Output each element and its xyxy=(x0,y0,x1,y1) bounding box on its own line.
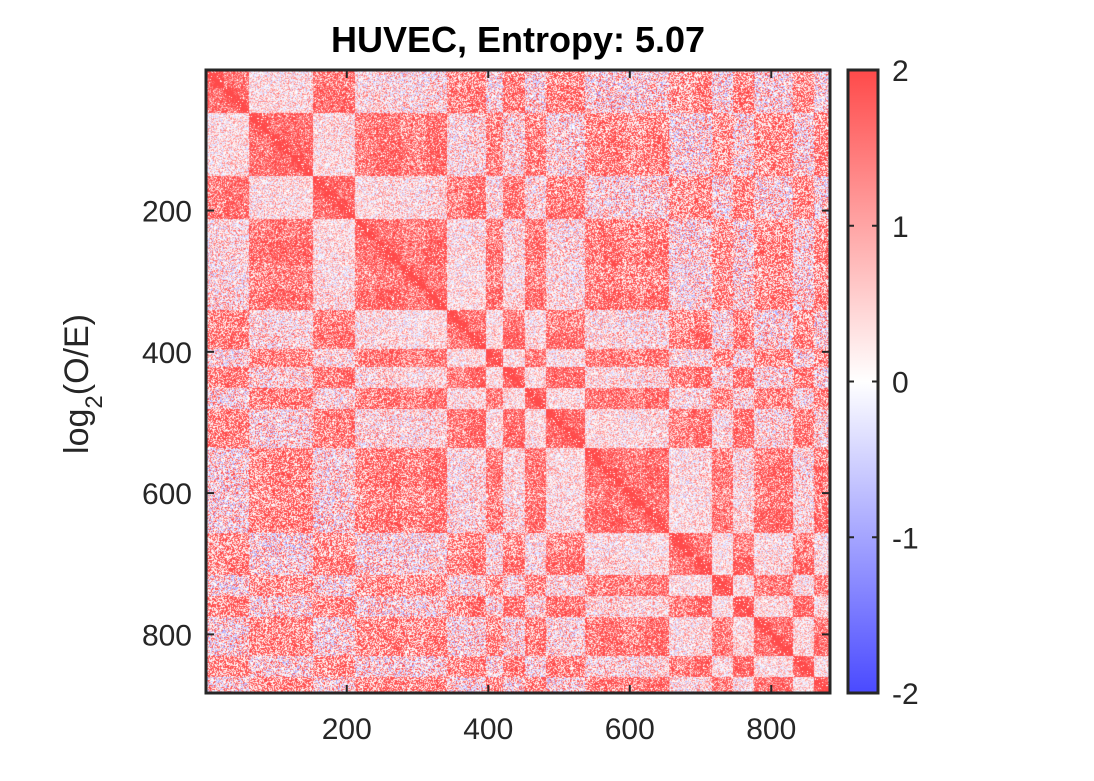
y-tick-label: 600 xyxy=(142,478,192,511)
x-tick-label: 800 xyxy=(746,713,796,746)
y-tick-label: 200 xyxy=(142,196,192,229)
colorbar-ticks: -2 -1 0 1 2 xyxy=(848,55,919,711)
y-tick-label: 800 xyxy=(142,619,192,652)
heatmap-canvas xyxy=(206,70,830,693)
x-tick-label: 200 xyxy=(322,713,372,746)
x-axis-ticks: 200 400 600 800 xyxy=(322,70,796,746)
colorbar-tick-label: 0 xyxy=(892,367,909,400)
colorbar-tick-label: -1 xyxy=(892,522,919,555)
colorbar-tick-label: 1 xyxy=(892,211,909,244)
colorbar-tick-label: 2 xyxy=(892,55,909,88)
plot-frame xyxy=(204,68,832,695)
x-tick-label: 600 xyxy=(605,713,655,746)
chart-title: HUVEC, Entropy: 5.07 xyxy=(331,19,705,60)
y-axis-ticks: 200 400 600 800 xyxy=(142,196,830,652)
x-tick-label: 400 xyxy=(463,713,513,746)
y-axis-label: log2(O/E) xyxy=(58,314,108,454)
y-tick-label: 400 xyxy=(142,337,192,370)
colorbar-tick-label: -2 xyxy=(892,678,919,711)
